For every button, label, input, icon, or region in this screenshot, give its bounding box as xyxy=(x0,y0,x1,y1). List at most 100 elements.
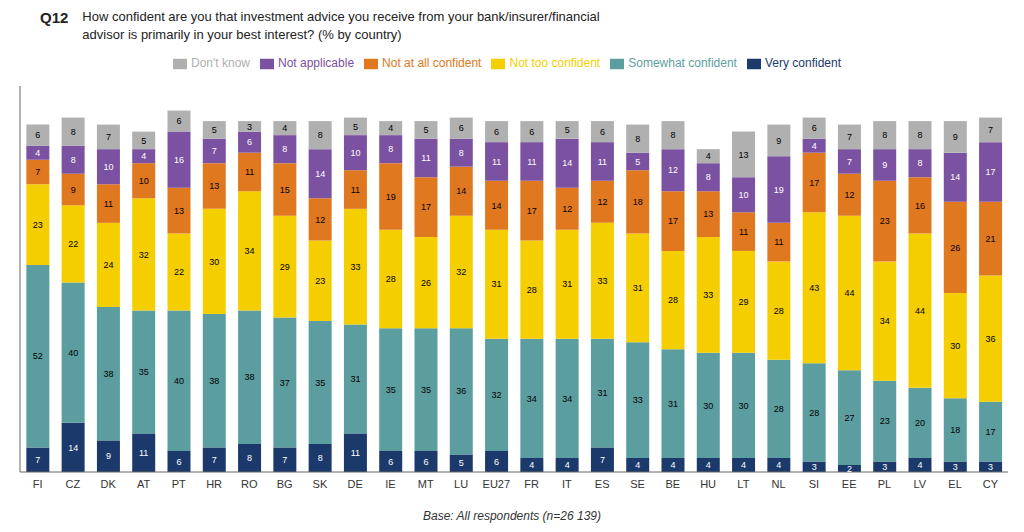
svg-text:EE: EE xyxy=(842,478,857,490)
svg-text:9: 9 xyxy=(776,136,781,146)
svg-text:11: 11 xyxy=(739,227,748,237)
svg-text:11: 11 xyxy=(492,157,501,167)
svg-text:7: 7 xyxy=(847,132,852,142)
svg-text:8: 8 xyxy=(670,130,675,140)
svg-text:4: 4 xyxy=(635,460,640,470)
svg-text:32: 32 xyxy=(456,267,466,277)
svg-text:33: 33 xyxy=(633,395,643,405)
svg-text:31: 31 xyxy=(562,279,572,289)
svg-text:28: 28 xyxy=(774,306,784,316)
svg-text:26: 26 xyxy=(421,278,431,288)
svg-text:HR: HR xyxy=(206,478,222,490)
svg-text:7: 7 xyxy=(106,132,111,142)
svg-text:6: 6 xyxy=(812,123,817,133)
svg-text:14: 14 xyxy=(562,158,572,168)
svg-text:7: 7 xyxy=(600,455,605,465)
svg-text:44: 44 xyxy=(844,288,854,298)
svg-text:6: 6 xyxy=(247,137,252,147)
svg-text:12: 12 xyxy=(562,204,572,214)
svg-text:7: 7 xyxy=(847,157,852,167)
svg-text:10: 10 xyxy=(139,176,149,186)
svg-text:11: 11 xyxy=(598,157,607,167)
svg-text:8: 8 xyxy=(917,130,922,140)
svg-text:23: 23 xyxy=(880,216,890,226)
svg-text:23: 23 xyxy=(880,416,890,426)
svg-text:5: 5 xyxy=(141,136,146,146)
svg-text:34: 34 xyxy=(880,316,890,326)
svg-text:PL: PL xyxy=(878,478,891,490)
svg-text:13: 13 xyxy=(703,209,713,219)
svg-text:4: 4 xyxy=(282,123,287,133)
svg-text:13: 13 xyxy=(174,206,184,216)
svg-text:4: 4 xyxy=(670,460,675,470)
svg-text:22: 22 xyxy=(68,239,78,249)
svg-text:4: 4 xyxy=(706,151,711,161)
svg-text:27: 27 xyxy=(844,413,854,423)
svg-text:11: 11 xyxy=(527,157,536,167)
svg-text:SE: SE xyxy=(630,478,645,490)
svg-text:4: 4 xyxy=(917,460,922,470)
svg-text:4: 4 xyxy=(35,148,40,158)
svg-text:7: 7 xyxy=(988,125,993,135)
svg-text:DE: DE xyxy=(348,478,363,490)
svg-text:28: 28 xyxy=(809,408,819,418)
svg-text:11: 11 xyxy=(351,448,360,458)
svg-text:33: 33 xyxy=(350,262,360,272)
svg-text:11: 11 xyxy=(139,448,148,458)
svg-text:20: 20 xyxy=(915,418,925,428)
svg-text:10: 10 xyxy=(739,190,749,200)
svg-text:17: 17 xyxy=(809,178,819,188)
svg-text:7: 7 xyxy=(212,146,217,156)
svg-text:12: 12 xyxy=(315,215,325,225)
svg-text:30: 30 xyxy=(739,401,749,411)
svg-text:32: 32 xyxy=(492,390,502,400)
svg-text:18: 18 xyxy=(950,425,960,435)
svg-text:34: 34 xyxy=(245,246,255,256)
svg-text:17: 17 xyxy=(421,202,431,212)
svg-text:8: 8 xyxy=(706,172,711,182)
svg-text:28: 28 xyxy=(386,274,396,284)
svg-text:5: 5 xyxy=(459,458,464,468)
svg-text:19: 19 xyxy=(774,185,784,195)
svg-text:10: 10 xyxy=(103,162,113,172)
svg-text:23: 23 xyxy=(315,276,325,286)
svg-text:11: 11 xyxy=(104,199,113,209)
svg-text:5: 5 xyxy=(635,157,640,167)
svg-text:14: 14 xyxy=(315,169,325,179)
svg-text:40: 40 xyxy=(174,376,184,386)
svg-text:5: 5 xyxy=(353,122,358,132)
svg-text:6: 6 xyxy=(388,457,393,467)
svg-text:35: 35 xyxy=(386,385,396,395)
svg-text:4: 4 xyxy=(812,141,817,151)
svg-text:15: 15 xyxy=(280,185,290,195)
svg-text:12: 12 xyxy=(597,197,607,207)
svg-text:LV: LV xyxy=(913,478,926,490)
svg-text:14: 14 xyxy=(492,201,502,211)
svg-text:10: 10 xyxy=(350,148,360,158)
svg-text:9: 9 xyxy=(953,132,958,142)
svg-text:MT: MT xyxy=(418,478,434,490)
svg-text:LU: LU xyxy=(454,478,468,490)
svg-text:6: 6 xyxy=(423,457,428,467)
svg-text:6: 6 xyxy=(176,457,181,467)
svg-text:EL: EL xyxy=(948,478,961,490)
svg-text:32: 32 xyxy=(139,250,149,260)
svg-text:16: 16 xyxy=(174,155,184,165)
svg-text:11: 11 xyxy=(421,153,430,163)
svg-text:9: 9 xyxy=(71,185,76,195)
svg-text:3: 3 xyxy=(882,462,887,472)
svg-text:35: 35 xyxy=(421,385,431,395)
svg-text:RO: RO xyxy=(241,478,258,490)
svg-text:29: 29 xyxy=(739,297,749,307)
svg-text:35: 35 xyxy=(315,378,325,388)
svg-text:28: 28 xyxy=(668,295,678,305)
svg-text:4: 4 xyxy=(741,460,746,470)
svg-text:36: 36 xyxy=(456,386,466,396)
svg-text:ES: ES xyxy=(595,478,610,490)
svg-text:9: 9 xyxy=(882,160,887,170)
svg-text:8: 8 xyxy=(247,453,252,463)
svg-text:7: 7 xyxy=(282,455,287,465)
svg-text:6: 6 xyxy=(494,457,499,467)
svg-text:8: 8 xyxy=(71,127,76,137)
svg-text:38: 38 xyxy=(245,372,255,382)
